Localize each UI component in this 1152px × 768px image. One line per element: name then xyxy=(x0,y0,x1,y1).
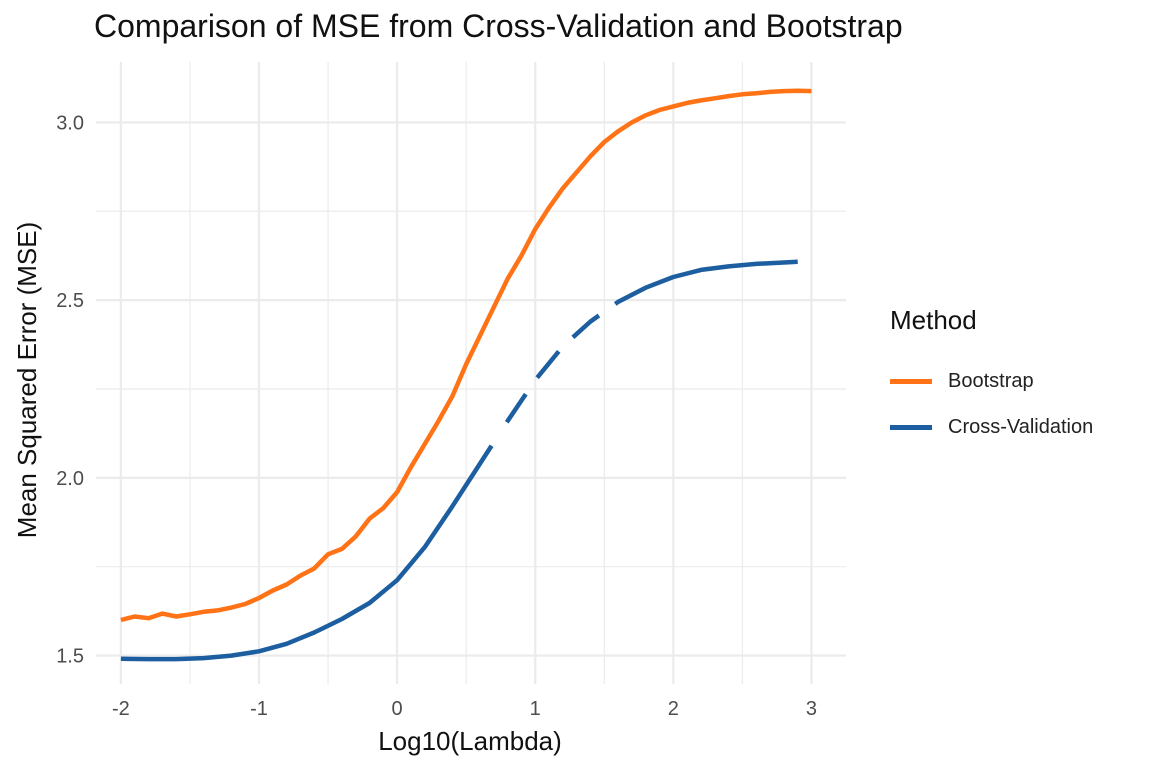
x-tick-label: 0 xyxy=(392,698,403,720)
series-line-cross-validation xyxy=(120,259,798,662)
legend-title: Method xyxy=(890,305,977,335)
legend: Method Bootstrap Cross-Validation xyxy=(890,305,1140,450)
legend-label-bootstrap: Bootstrap xyxy=(948,369,1034,392)
x-tick-label: 3 xyxy=(806,698,817,720)
series-line-bootstrap xyxy=(120,88,812,623)
y-axis-ticks: 1.5 2.0 2.5 3.0 xyxy=(56,112,84,667)
minor-gridlines xyxy=(96,62,846,684)
legend-key-cross-validation xyxy=(890,424,932,430)
y-axis-title: Mean Squared Error (MSE) xyxy=(12,222,42,538)
y-tick-label: 2.0 xyxy=(56,468,84,490)
y-tick-label: 2.5 xyxy=(56,290,84,312)
series-lines xyxy=(120,88,812,662)
x-tick-label: -1 xyxy=(250,698,268,720)
y-tick-label: 3.0 xyxy=(56,112,84,134)
y-tick-label: 1.5 xyxy=(56,646,84,668)
legend-label-cross-validation: Cross-Validation xyxy=(948,415,1094,438)
legend-item-cross-validation: Cross-Validation xyxy=(890,404,1140,450)
x-tick-label: -2 xyxy=(112,698,130,720)
major-gridlines xyxy=(96,62,846,684)
legend-item-bootstrap: Bootstrap xyxy=(890,358,1140,404)
chart-title: Comparison of MSE from Cross-Validation … xyxy=(94,8,903,44)
x-tick-label: 2 xyxy=(668,698,679,720)
legend-key-bootstrap xyxy=(890,378,932,384)
x-tick-label: 1 xyxy=(530,698,541,720)
x-axis-ticks: -2 -1 0 1 2 3 xyxy=(112,698,817,720)
x-axis-title: Log10(Lambda) xyxy=(378,726,562,756)
